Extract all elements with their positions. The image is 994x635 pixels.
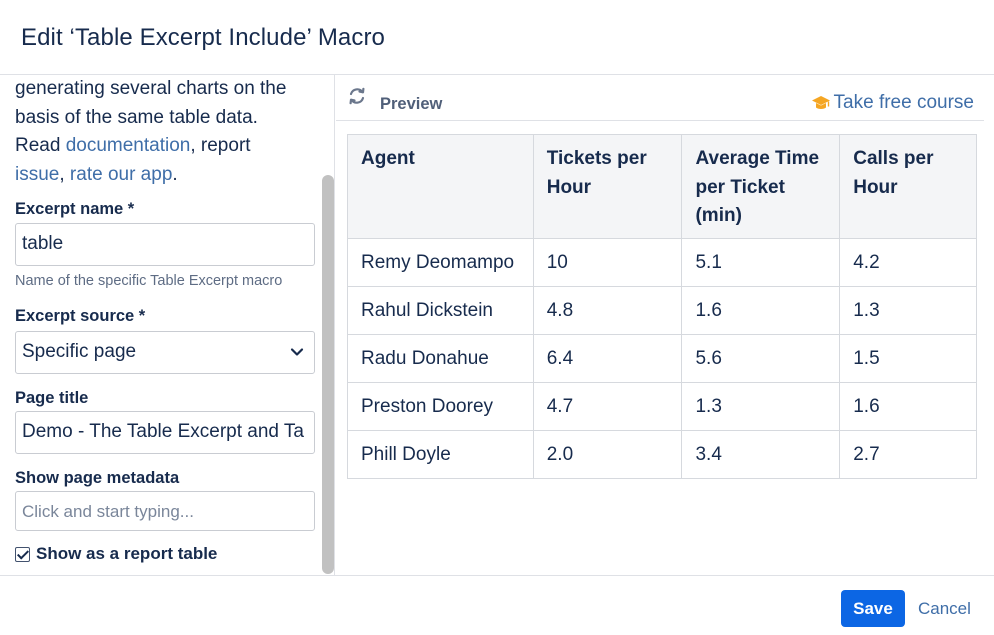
take-free-course-link[interactable]: Take free course <box>811 92 974 114</box>
table-cell: 1.5 <box>839 334 977 383</box>
page-title-value: Demo - The Table Excerpt and Ta <box>22 421 304 442</box>
excerpt-name-input[interactable]: table <box>15 223 315 266</box>
table-cell: Radu Donahue <box>347 334 534 383</box>
excerpt-source-value: Specific page <box>22 341 137 362</box>
table-row: Rahul Dickstein 4.8 1.6 1.3 <box>347 286 977 335</box>
table-cell: 1.6 <box>839 382 977 431</box>
table-cell: 2.7 <box>839 430 977 479</box>
column-header-agent: Agent <box>347 134 534 239</box>
table-row: Radu Donahue 6.4 5.6 1.5 <box>347 334 977 383</box>
table-row: Remy Deomampo 10 5.1 4.2 <box>347 238 977 287</box>
table-cell: Remy Deomampo <box>347 238 534 287</box>
table-cell: 5.6 <box>681 334 841 383</box>
table-cell: Preston Doorey <box>347 382 534 431</box>
description-line-1: generating several charts on the <box>15 78 287 99</box>
table-cell: 2.0 <box>532 430 683 479</box>
dialog-title: Edit ‘Table Excerpt Include’ Macro <box>21 24 386 51</box>
table-cell: 1.6 <box>681 286 841 335</box>
table-row: Preston Doorey 4.7 1.3 1.6 <box>347 382 977 431</box>
excerpt-source-select[interactable]: Specific page <box>15 331 315 374</box>
table-cell: 6.4 <box>532 334 683 383</box>
preview-panel: Preview Take free course Agent Tickets p… <box>336 75 994 575</box>
page-metadata-label: Show page metadata <box>15 469 180 487</box>
report-issue-link[interactable]: issue <box>15 163 60 185</box>
rate-app-link[interactable]: rate our app <box>69 163 173 185</box>
table-cell: 10 <box>532 238 683 287</box>
description-report: , report <box>190 135 251 156</box>
page-metadata-input[interactable]: Click and start typing... <box>15 491 315 531</box>
refresh-icon[interactable] <box>347 86 367 106</box>
report-table-option[interactable]: Show as a report table <box>15 544 217 564</box>
documentation-link[interactable]: documentation <box>65 135 191 156</box>
table-cell: 3.4 <box>681 430 841 479</box>
table-cell: 1.3 <box>681 382 841 431</box>
table-header-row: Agent Tickets per Hour Average Time per … <box>347 134 977 239</box>
page-title-input[interactable]: Demo - The Table Excerpt and Ta <box>15 411 315 454</box>
excerpt-name-value: table <box>22 233 64 254</box>
report-table-checkbox[interactable] <box>15 546 30 562</box>
graduation-cap-icon <box>811 96 830 109</box>
column-header-calls-per-hour: Calls per Hour <box>839 134 977 239</box>
preview-toolbar: Preview Take free course <box>336 75 984 121</box>
table-cell: 4.2 <box>839 238 977 287</box>
page-title-label: Page title <box>15 389 89 407</box>
description-period: . <box>172 163 178 185</box>
column-header-average-time: Average Time per Ticket (min) <box>681 134 841 239</box>
cancel-button[interactable]: Cancel <box>918 599 971 618</box>
settings-scrollbar-thumb[interactable] <box>322 175 334 574</box>
excerpt-name-label: Excerpt name * <box>15 200 135 218</box>
description-read: Read <box>15 135 66 156</box>
macro-description: generating several charts on the basis o… <box>15 75 315 189</box>
table-cell: 4.7 <box>532 382 683 431</box>
page-metadata-placeholder: Click and start typing... <box>22 502 194 521</box>
report-table-label: Show as a report table <box>36 544 218 563</box>
table-cell: Phill Doyle <box>347 430 534 479</box>
table-row: Phill Doyle 2.0 3.4 2.7 <box>347 430 977 479</box>
dialog-footer: Save Cancel <box>0 575 994 635</box>
dialog-header: Edit ‘Table Excerpt Include’ Macro <box>0 0 994 75</box>
preview-label: Preview <box>380 95 443 113</box>
take-free-course-label: Take free course <box>833 92 974 113</box>
excerpt-name-hint: Name of the specific Table Excerpt macro <box>15 273 283 289</box>
table-cell: 4.8 <box>532 286 683 335</box>
description-comma: , <box>59 163 70 185</box>
description-line-2: basis of the same table data. <box>15 106 258 128</box>
chevron-down-icon <box>290 348 304 356</box>
table-cell: 5.1 <box>681 238 841 287</box>
excerpt-source-label: Excerpt source * <box>15 307 146 325</box>
save-button[interactable]: Save <box>841 590 905 627</box>
preview-table: Agent Tickets per Hour Average Time per … <box>347 134 977 479</box>
table-cell: 1.3 <box>839 286 977 335</box>
table-cell: Rahul Dickstein <box>347 286 534 335</box>
column-header-tickets-per-hour: Tickets per Hour <box>532 134 683 239</box>
macro-settings-panel: generating several charts on the basis o… <box>0 75 335 575</box>
